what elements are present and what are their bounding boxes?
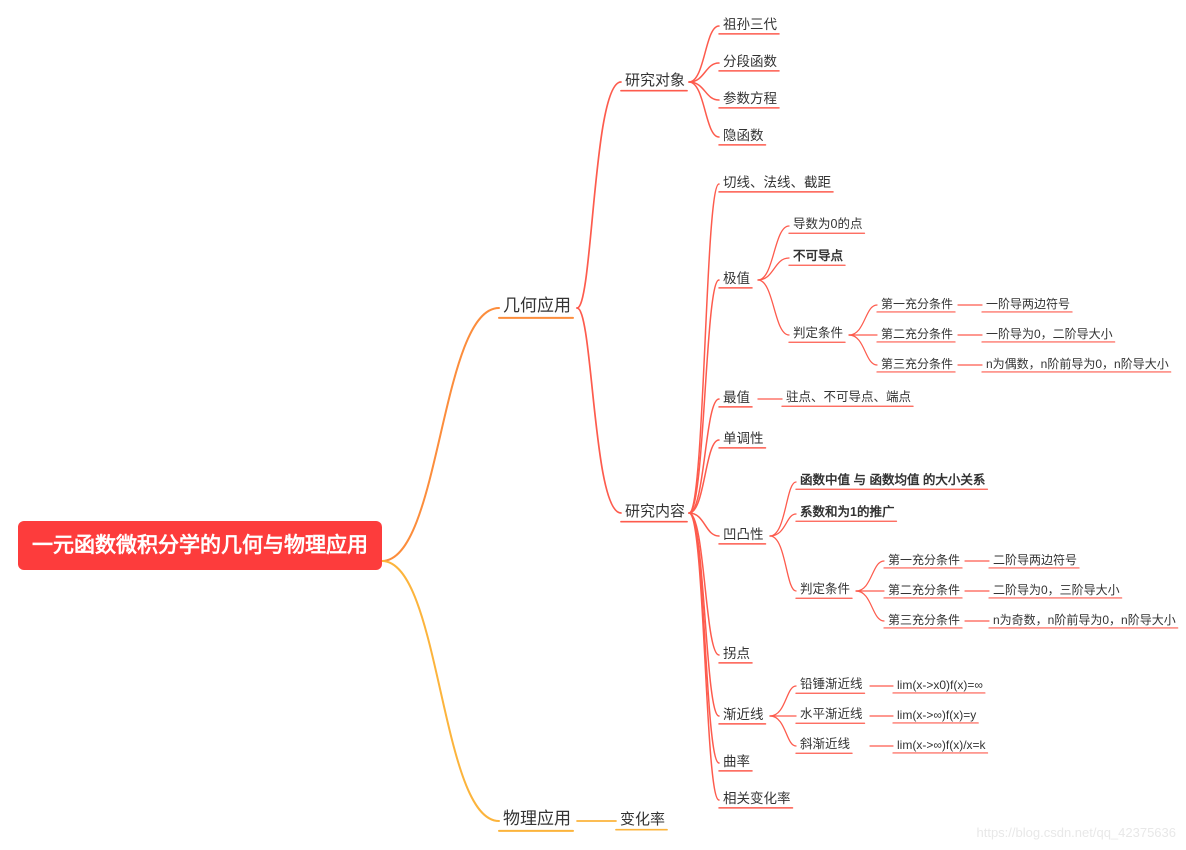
node-cv2: 系数和为1的推广: [800, 505, 894, 520]
node-c8: 曲率: [723, 754, 750, 770]
node-cv3c2: n为奇数，n阶前导为0，n阶导大小: [993, 613, 1176, 627]
mindmap-edges: [0, 0, 1186, 850]
node-o3: 参数方程: [723, 91, 777, 107]
node-o2: 分段函数: [723, 54, 777, 70]
node-rate: 变化率: [620, 811, 665, 829]
node-e3b2: 一阶导为0，二阶导大小: [986, 327, 1113, 341]
node-as3: 斜渐近线: [800, 737, 850, 752]
node-as1b: lim(x->x0)f(x)=∞: [897, 678, 983, 692]
node-cv3: 判定条件: [800, 582, 850, 597]
node-cv3a: 第一充分条件: [888, 553, 960, 567]
node-cv3b2: 二阶导为0，三阶导大小: [993, 583, 1120, 597]
root-node: 一元函数微积分学的几何与物理应用: [18, 521, 382, 570]
node-c1: 切线、法线、截距: [723, 175, 831, 191]
node-c4: 单调性: [723, 431, 764, 447]
node-c5: 凹凸性: [723, 527, 764, 543]
node-e3: 判定条件: [793, 326, 843, 341]
node-as2b: lim(x->∞)f(x)=y: [897, 708, 976, 722]
watermark: https://blog.csdn.net/qq_42375636: [977, 825, 1177, 840]
node-cv3a2: 二阶导两边符号: [993, 553, 1077, 567]
node-obj: 研究对象: [625, 72, 685, 90]
node-as3b: lim(x->∞)f(x)/x=k: [897, 738, 986, 752]
node-as2: 水平渐近线: [800, 707, 863, 722]
node-phys: 物理应用: [503, 809, 571, 829]
node-c3: 最值: [723, 390, 750, 406]
node-e3a2: 一阶导两边符号: [986, 297, 1070, 311]
node-c2: 极值: [723, 271, 750, 287]
node-cv1: 函数中值 与 函数均值 的大小关系: [800, 473, 985, 488]
node-mx: 驻点、不可导点、端点: [786, 390, 911, 405]
node-o1: 祖孙三代: [723, 17, 777, 33]
node-c7: 渐近线: [723, 707, 764, 723]
node-geo: 几何应用: [503, 296, 571, 316]
node-cv3c: 第三充分条件: [888, 613, 960, 627]
node-e1: 导数为0的点: [793, 217, 862, 232]
node-e3b: 第二充分条件: [881, 327, 953, 341]
node-e2: 不可导点: [793, 249, 843, 264]
node-c6: 拐点: [723, 646, 750, 662]
node-o4: 隐函数: [723, 128, 764, 144]
node-cnt: 研究内容: [625, 503, 685, 521]
node-e3c: 第三充分条件: [881, 357, 953, 371]
node-e3a: 第一充分条件: [881, 297, 953, 311]
node-cv3b: 第二充分条件: [888, 583, 960, 597]
node-e3c2: n为偶数，n阶前导为0，n阶导大小: [986, 357, 1169, 371]
node-as1: 铅锤渐近线: [800, 677, 863, 692]
node-c9: 相关变化率: [723, 791, 791, 807]
